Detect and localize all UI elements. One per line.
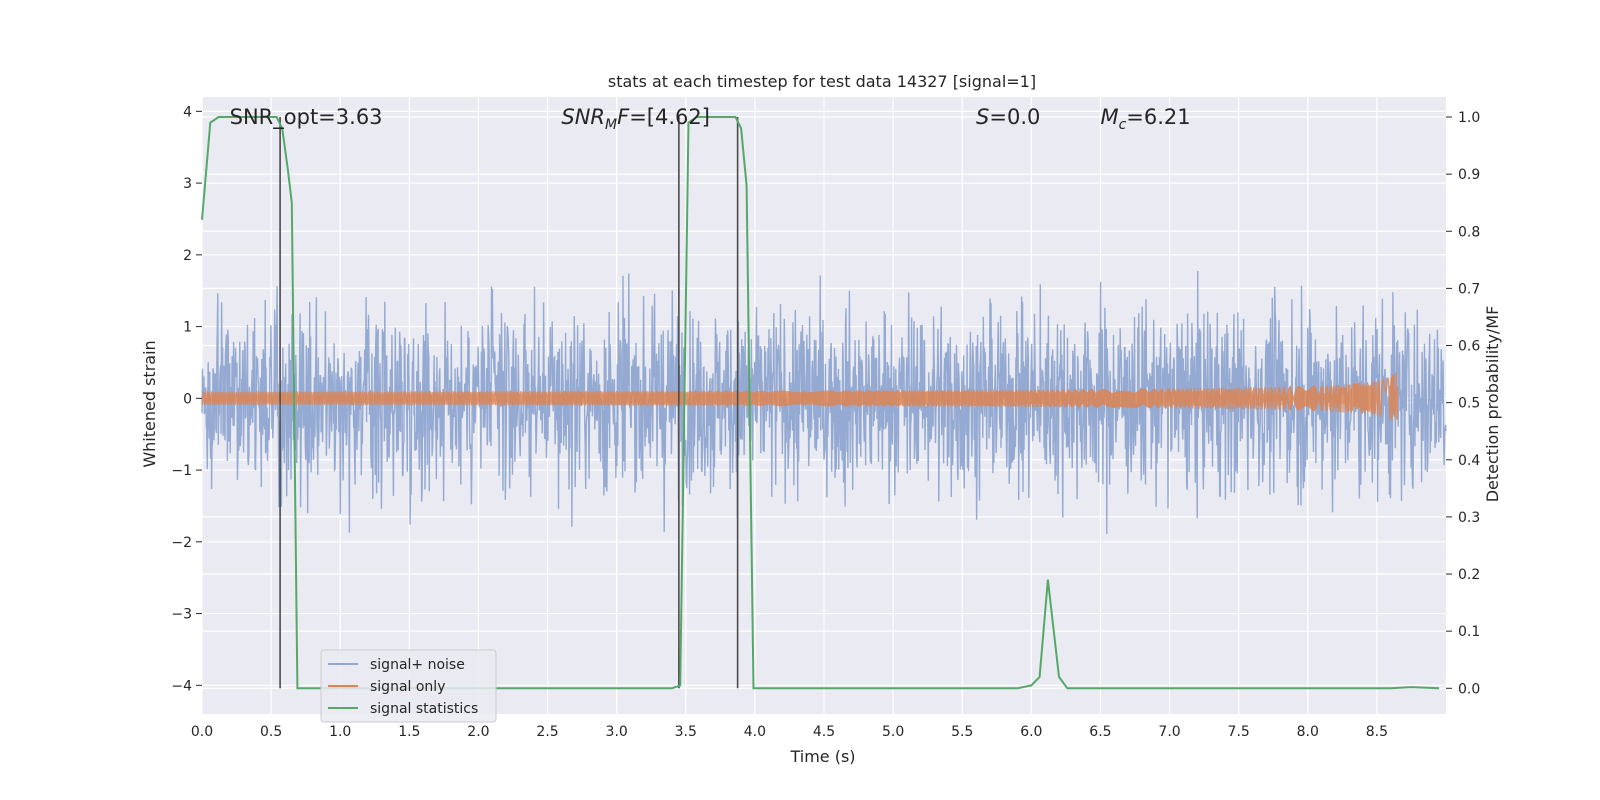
x-axis-ticks: 0.0 0.5 1.0 1.5 2.0 2.5 3.0 3.5 4.0 4.5 5.0 5.5 6.0 6… [191, 724, 1388, 740]
x-tick-label-14: 7.0 [1158, 724, 1180, 740]
y2-axis-ticks: 0.0 0.1 0.2 0.3 0.4 0.5 0.6 0.7 0.8 0.9 1.0 [1446, 110, 1480, 697]
noise-line [201, 270, 1447, 535]
x-tick-label-2: 1.0 [329, 724, 351, 740]
x-tick-label-1: 0.5 [260, 724, 282, 740]
series-signal-only [201, 372, 1399, 422]
y2-tick-label-4: 0.4 [1458, 453, 1480, 469]
y-tick-label-7: 3 [183, 176, 192, 192]
annotation-snr-mf: SNRMF=[4.62] [561, 105, 710, 133]
y2-tick-label-2: 0.2 [1458, 567, 1480, 583]
y-tick-label-3: −1 [171, 463, 192, 479]
y2-tick-label-10: 1.0 [1458, 110, 1480, 126]
x-tick-label-6: 3.0 [606, 724, 628, 740]
x-tick-label-0: 0.0 [191, 724, 213, 740]
legend-frame [320, 649, 497, 723]
y2-tick-label-8: 0.8 [1458, 224, 1480, 240]
y-tick-label-0: −4 [171, 678, 192, 694]
legend-label-signal-only: signal only [370, 679, 445, 695]
series-signal-noise [201, 270, 1447, 535]
x-tick-label-5: 2.5 [536, 724, 558, 740]
series-signal-statistics [201, 116, 1440, 690]
chirp-line [201, 372, 1399, 422]
y2-tick-label-9: 0.9 [1458, 167, 1480, 183]
x-tick-label-16: 8.0 [1297, 724, 1319, 740]
y2-tick-label-0: 0.0 [1458, 681, 1480, 697]
y-axis-ticks: −4 −3 −2 −1 0 1 2 3 4 [171, 104, 202, 694]
x-tick-label-3: 1.5 [398, 724, 420, 740]
x-axis-label: Time (s) [789, 747, 855, 766]
legend-label-signal-noise: signal+ noise [370, 657, 465, 673]
x-tick-label-10: 5.0 [882, 724, 904, 740]
x-tick-label-11: 5.5 [951, 724, 973, 740]
y-tick-label-6: 2 [183, 248, 192, 264]
y2-tick-label-7: 0.7 [1458, 281, 1480, 297]
y2-tick-label-5: 0.5 [1458, 396, 1480, 412]
x-tick-label-12: 6.0 [1020, 724, 1042, 740]
y-tick-label-4: 0 [183, 391, 192, 407]
y2-tick-label-6: 0.6 [1458, 339, 1480, 355]
legend-label-signal-statistics: signal statistics [370, 701, 478, 717]
chart-title: stats at each timestep for test data 143… [608, 72, 1036, 91]
annotation-s-value: S=0.0 [976, 105, 1040, 129]
annotation-snr-opt: SNR_opt=3.63 [230, 105, 383, 130]
annotation-mc-value: Mc=6.21 [1100, 105, 1190, 133]
x-tick-label-15: 7.5 [1228, 724, 1250, 740]
stats-line [201, 116, 1440, 690]
legend: signal+ noise signal only signal statist… [320, 649, 497, 723]
x-tick-label-8: 4.0 [744, 724, 766, 740]
y-tick-label-2: −2 [171, 535, 192, 551]
x-tick-label-9: 4.5 [813, 724, 835, 740]
y2-tick-label-1: 0.1 [1458, 624, 1480, 640]
x-tick-label-4: 2.0 [467, 724, 489, 740]
y-tick-label-5: 1 [183, 320, 192, 336]
x-tick-label-7: 3.5 [675, 724, 697, 740]
x-tick-label-17: 8.5 [1366, 724, 1388, 740]
y-tick-label-8: 4 [183, 104, 192, 120]
y2-axis-label: Detection probability/MF [1483, 306, 1502, 503]
vertical-markers [279, 116, 739, 689]
annotations: SNR_opt=3.63 SNRMF=[4.62] S=0.0 Mc=6.21 [230, 105, 1191, 133]
y-axis-label: Whitened strain [140, 340, 159, 467]
x-tick-label-13: 6.5 [1089, 724, 1111, 740]
y2-tick-label-3: 0.3 [1458, 510, 1480, 526]
y-tick-label-1: −3 [171, 607, 192, 623]
